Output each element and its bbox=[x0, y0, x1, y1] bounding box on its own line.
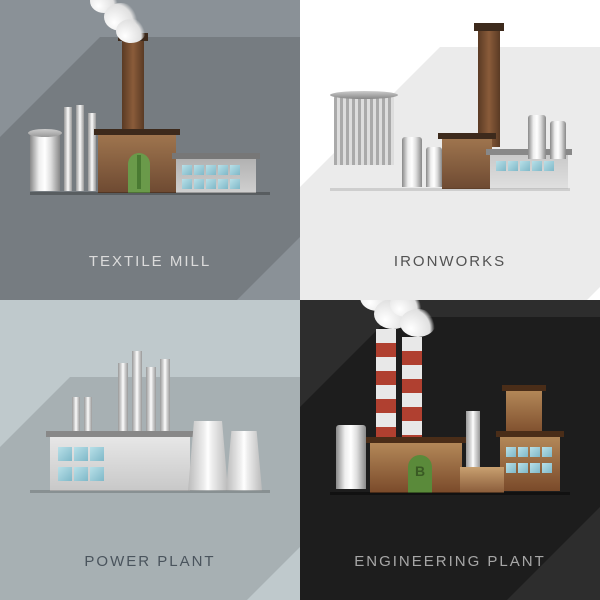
illustration-ironworks bbox=[300, 0, 600, 243]
panel-engineering-plant: B ENGINEERING PLANT bbox=[300, 300, 600, 600]
panel-power-plant: POWER PLANT bbox=[0, 300, 300, 600]
illustration-power-plant bbox=[0, 300, 300, 543]
illustration-textile-mill bbox=[0, 0, 300, 243]
label-power-plant: POWER PLANT bbox=[84, 553, 215, 570]
panel-ironworks: IRONWORKS bbox=[300, 0, 600, 300]
illustration-engineering-plant: B bbox=[300, 300, 600, 543]
panel-grid: TEXTILE MILL bbox=[0, 0, 600, 600]
label-textile-mill: TEXTILE MILL bbox=[89, 253, 211, 270]
label-ironworks: IRONWORKS bbox=[394, 253, 506, 270]
door-letter: B bbox=[414, 463, 426, 479]
panel-textile-mill: TEXTILE MILL bbox=[0, 0, 300, 300]
label-engineering-plant: ENGINEERING PLANT bbox=[354, 553, 546, 570]
